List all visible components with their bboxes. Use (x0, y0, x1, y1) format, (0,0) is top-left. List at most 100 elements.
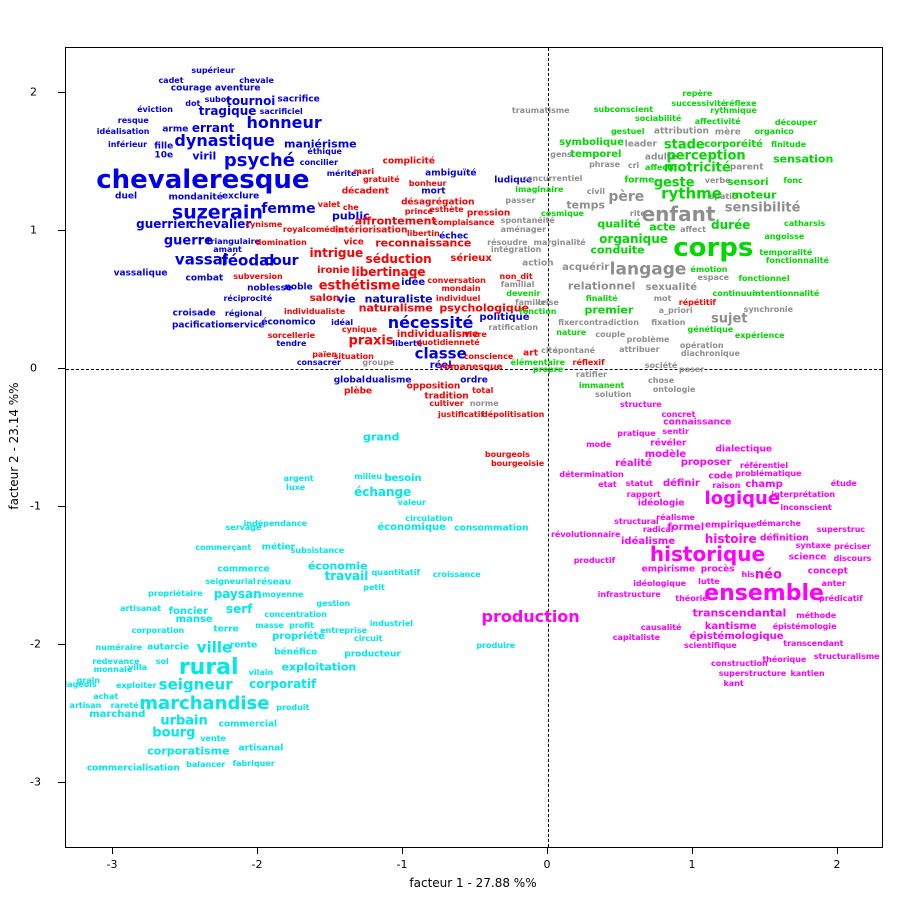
word-label: raison (712, 481, 741, 491)
word-label: interprétation (771, 489, 836, 499)
word-label: concept (807, 566, 848, 577)
word-label: gestion (316, 598, 351, 608)
word-label: esthétisme (318, 278, 401, 294)
word-label: produire (476, 641, 516, 651)
word-label: cynique (341, 325, 378, 335)
word-label: servage (225, 522, 262, 532)
y-tick-label: -2 (30, 637, 41, 651)
word-label: père (608, 188, 645, 205)
word-label: praxis (348, 333, 394, 349)
word-label: échec (439, 231, 469, 242)
word-label: fonctionnel (738, 274, 790, 284)
word-label: rural (178, 655, 239, 681)
word-label: dialectique (715, 444, 772, 455)
word-label: théorie (675, 594, 708, 604)
word-label: complicité (382, 156, 435, 167)
word-label: détermination (559, 470, 624, 480)
y-tick-mark (58, 92, 65, 93)
word-label: cité (541, 346, 558, 356)
word-label: cultiver (429, 398, 464, 408)
word-label: diachronique (680, 348, 740, 358)
word-label: stade (663, 137, 705, 153)
word-label: justificatif (438, 409, 484, 419)
word-label: réalité (615, 458, 652, 470)
word-label: cadet (158, 75, 184, 85)
y-tick-mark (58, 644, 65, 645)
word-label: préciser (834, 542, 871, 552)
word-label: affect (680, 224, 706, 234)
word-label: fixation (651, 318, 686, 328)
word-label: fille (154, 141, 174, 152)
word-label: sexualité (645, 281, 697, 293)
word-label: séduction (365, 251, 432, 266)
word-label: opposition (406, 381, 461, 392)
word-label: solution (595, 390, 632, 400)
word-label: forme (624, 175, 655, 186)
word-label: errant (191, 120, 235, 135)
word-label: moyenne (261, 590, 304, 600)
word-label: synchronie (743, 304, 794, 314)
word-label: chevalier (189, 217, 252, 232)
word-label: norme (469, 398, 499, 408)
word-label: émotion (690, 264, 728, 274)
word-label: décadent (341, 186, 389, 197)
word-label: combat (185, 273, 224, 284)
word-label: villa (128, 663, 148, 673)
word-label: maniérisme (284, 137, 357, 151)
word-label: kantien (790, 668, 825, 678)
x-tick-label: -3 (106, 858, 118, 871)
word-label: aventure (214, 83, 261, 94)
x-tick-label: 0 (543, 858, 551, 871)
word-label: dynastique (174, 131, 275, 151)
y-tick-mark (58, 368, 65, 369)
word-label: devenir (506, 289, 541, 299)
word-label: inconscient (780, 503, 832, 513)
word-label: fonctionnalité (765, 256, 829, 266)
word-label: problématique (735, 468, 802, 478)
word-label: a_priori (658, 306, 693, 316)
word-label: immanent (578, 380, 625, 390)
word-label: païen (312, 350, 338, 360)
word-label: vilain (248, 667, 274, 677)
y-tick-mark (58, 506, 65, 507)
word-label: problème (626, 335, 670, 345)
word-label: prince (404, 206, 434, 216)
word-label: paysan (213, 586, 262, 601)
word-label: monnaie (93, 664, 133, 674)
word-label: mériter (326, 169, 361, 179)
word-label: subor (204, 94, 231, 104)
word-label: geste (653, 175, 695, 191)
word-label: symbolique (559, 136, 624, 148)
word-label: marchand (89, 709, 146, 721)
word-label: corporatif (249, 676, 317, 691)
word-label: discours (833, 554, 872, 564)
word-label: libertinage (351, 265, 426, 280)
word-label: gestuel (610, 126, 645, 136)
word-label: entreprise (320, 626, 368, 636)
word-label: suzerain (171, 201, 263, 224)
word-label: désagrégation (401, 197, 475, 208)
word-label: temporel (570, 149, 622, 161)
word-label: grand (363, 430, 400, 444)
word-label: réalisme (656, 513, 695, 523)
word-label: dépolitisation (482, 409, 545, 419)
word-label: marginalité (533, 238, 586, 248)
word-label: intentionnalité (752, 289, 820, 299)
word-label: nécessité (387, 313, 474, 333)
word-label: subconscient (593, 104, 654, 114)
word-label: foncier (168, 605, 209, 617)
x-tick-label: 1 (688, 858, 696, 871)
word-label: premier (584, 303, 634, 317)
word-label: liberté (392, 339, 423, 349)
word-label: étude (830, 478, 857, 488)
word-label: concentration (264, 609, 328, 619)
word-label: his (741, 569, 755, 579)
word-label: statut (625, 478, 654, 488)
word-label: cour (263, 253, 299, 270)
word-label: corps (673, 232, 754, 263)
word-label: artisan (69, 700, 102, 710)
word-label: moteur (731, 188, 777, 202)
word-label: transcendantal (692, 606, 787, 620)
word-label: commercial (218, 719, 278, 730)
